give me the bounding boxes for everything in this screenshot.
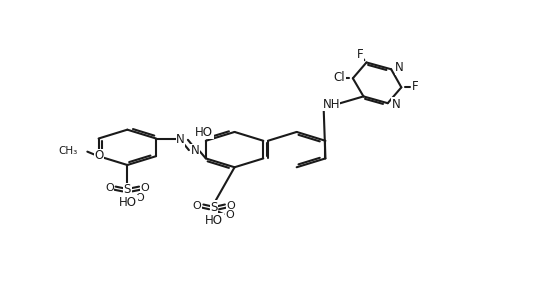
Text: O: O: [136, 193, 144, 203]
Text: S: S: [210, 201, 218, 214]
Text: HO: HO: [195, 126, 213, 139]
Text: O: O: [193, 201, 201, 211]
Text: HO: HO: [119, 196, 137, 209]
Text: O: O: [94, 149, 104, 162]
Text: HO: HO: [205, 214, 223, 227]
Text: CH₃: CH₃: [58, 146, 77, 156]
Text: O: O: [141, 183, 149, 193]
Text: N: N: [392, 98, 401, 111]
Text: NH: NH: [322, 98, 340, 111]
Text: N: N: [191, 144, 200, 157]
Text: O: O: [105, 183, 114, 193]
Text: Cl: Cl: [333, 71, 345, 84]
Text: N: N: [395, 61, 404, 74]
Text: O: O: [227, 201, 236, 211]
Text: N: N: [176, 133, 185, 146]
Text: F: F: [412, 80, 419, 93]
Text: S: S: [124, 183, 131, 196]
Text: F: F: [357, 48, 364, 61]
Text: O: O: [226, 211, 234, 220]
